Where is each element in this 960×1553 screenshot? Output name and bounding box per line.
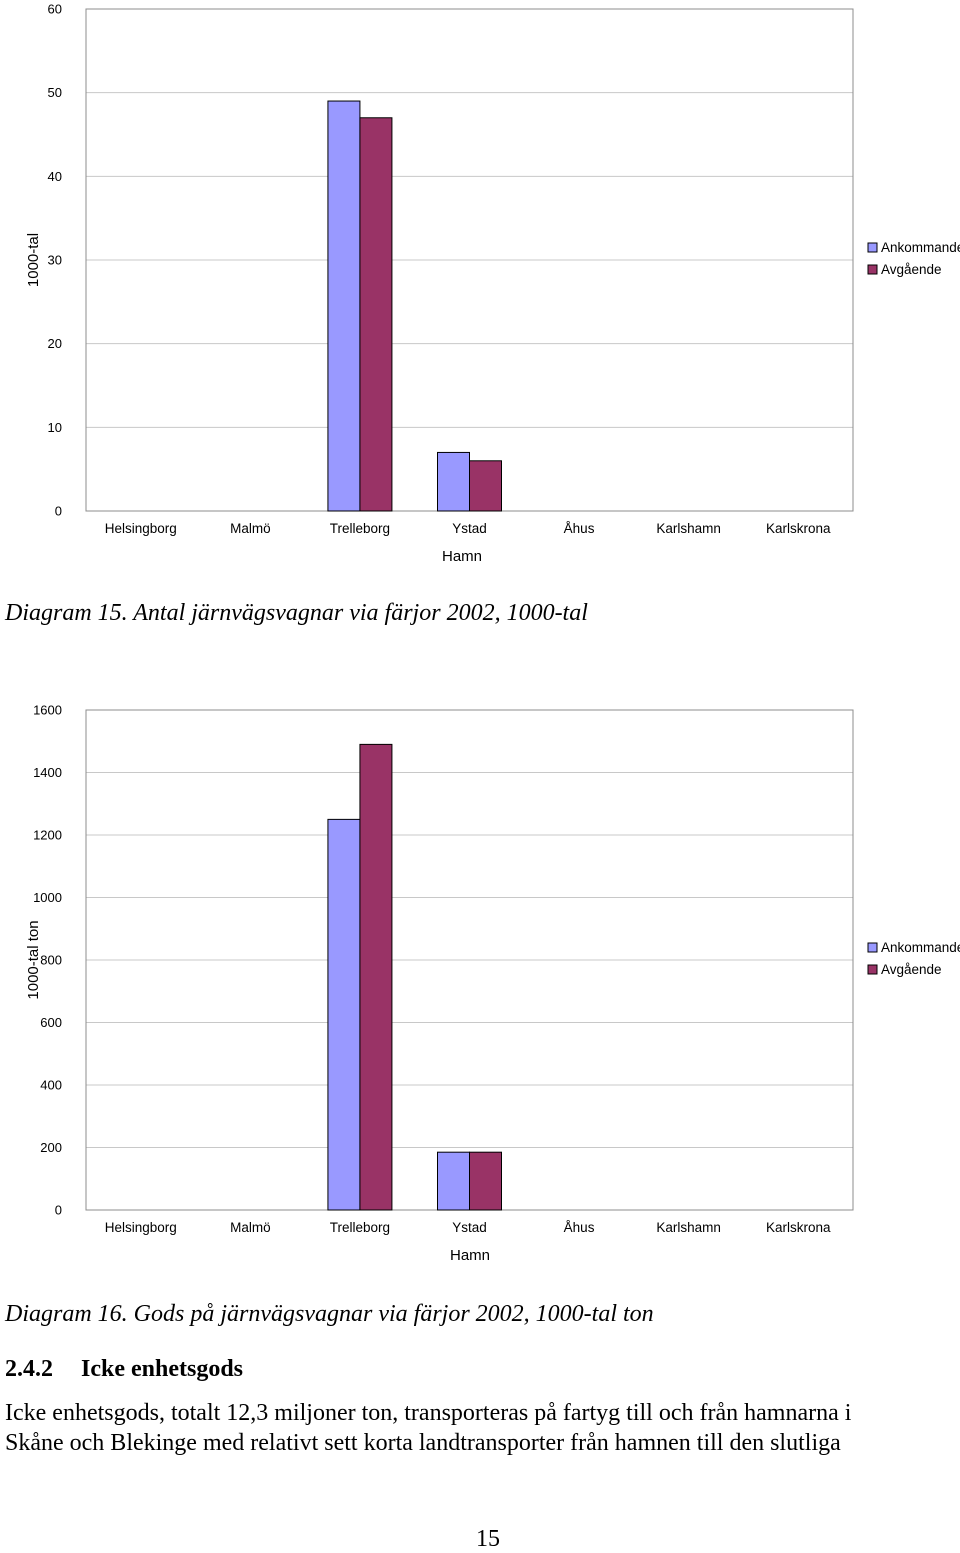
y-tick-label: 0 [55, 504, 62, 519]
x-tick-label: Trelleborg [330, 1220, 390, 1235]
bar-ankommande [327, 100, 361, 512]
x-tick-label: Karlshamn [656, 1220, 721, 1235]
legend-swatch-avgaende [867, 964, 878, 975]
legend-swatch-ankommande [867, 942, 878, 953]
x-tick-label: Helsingborg [105, 1220, 177, 1235]
y-tick-label: 600 [40, 1015, 62, 1030]
y-tick-label: 40 [48, 169, 62, 184]
y-axis-title: 1000-tal ton [25, 920, 42, 999]
bar-avgaende [359, 743, 393, 1211]
y-tick-label: 30 [48, 253, 62, 268]
chart-rail-goods: 0 200 400 600 800 1000 1200 1400 1600 Helsingbor… [25, 703, 960, 1265]
y-tick-label: 800 [40, 953, 62, 968]
y-tick-label: 1400 [33, 765, 62, 780]
y-tick-label: 400 [40, 1078, 62, 1093]
x-tick-label: Karlshamn [656, 521, 721, 536]
y-tick-label: 60 [48, 2, 62, 17]
legend-swatch-avgaende [867, 264, 878, 275]
y-tick-label: 0 [55, 1203, 62, 1218]
y-tick-label: 50 [48, 85, 62, 100]
x-tick-label: Karlskrona [766, 521, 831, 536]
legend-label-ankommande: Ankommande [881, 240, 960, 255]
legend-label-ankommande: Ankommande [881, 940, 960, 955]
x-tick-label: Malmö [230, 521, 271, 536]
legend-swatch-ankommande [867, 242, 878, 253]
y-tick-label: 1200 [33, 828, 62, 843]
chart-rail-wagons: 0 10 20 30 40 50 60 Helsingborg Malmö Trelleborg… [25, 2, 960, 566]
bar-avgaende [359, 117, 393, 512]
x-axis-title: Hamn [442, 548, 482, 565]
bar-ankommande [437, 451, 470, 512]
y-tick-label: 20 [48, 336, 62, 351]
caption-diagram-15: Diagram 15. Antal järnvägsvagnar via fär… [5, 600, 588, 626]
x-tick-label: Trelleborg [330, 521, 390, 536]
y-axis-title: 1000-tal [25, 233, 42, 287]
bar-avgaende [469, 1151, 502, 1211]
x-tick-label: Åhus [564, 1220, 595, 1235]
section-number: 2.4.2 [5, 1356, 53, 1382]
legend: Ankommande Avgående [867, 940, 960, 977]
page-number: 15 [476, 1526, 500, 1552]
legend-label-avgaende: Avgående [881, 262, 942, 277]
bar-ankommande [327, 818, 361, 1211]
x-tick-label: Karlskrona [766, 1220, 831, 1235]
legend: Ankommande Avgående [867, 240, 960, 277]
bar-ankommande [437, 1151, 470, 1211]
legend-label-avgaende: Avgående [881, 962, 942, 977]
y-tick-label: 200 [40, 1140, 62, 1155]
section-title: Icke enhetsgods [81, 1356, 244, 1382]
body-text-line-1: Icke enhetsgods, totalt 12,3 miljoner to… [5, 1400, 852, 1426]
bar-avgaende [469, 460, 502, 512]
x-tick-label: Helsingborg [105, 521, 177, 536]
section-heading: 2.4.2 Icke enhetsgods [5, 1356, 243, 1383]
y-tick-label: 10 [48, 420, 62, 435]
x-axis-title: Hamn [450, 1247, 490, 1264]
x-tick-label: Malmö [230, 1220, 271, 1235]
x-tick-label: Ystad [452, 521, 487, 536]
x-tick-label: Ystad [452, 1220, 487, 1235]
body-text-line-2: Skåne och Blekinge med relativt sett kor… [5, 1430, 841, 1456]
x-tick-label: Åhus [564, 521, 595, 536]
y-tick-label: 1000 [33, 890, 62, 905]
y-tick-label: 1600 [33, 703, 62, 718]
caption-diagram-16: Diagram 16. Gods på järnvägsvagnar via f… [5, 1301, 654, 1327]
